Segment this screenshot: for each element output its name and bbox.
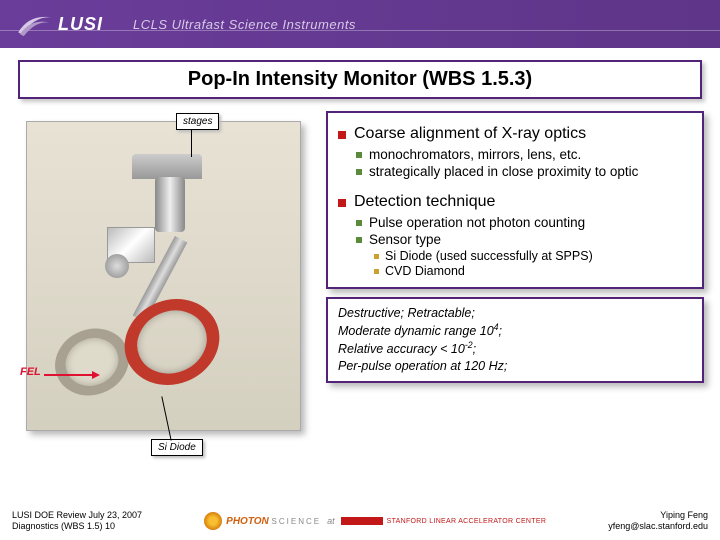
footer-left: LUSI DOE Review July 23, 2007 Diagnostic… [12,510,142,532]
slide-title-box: Pop-In Intensity Monitor (WBS 1.5.3) [18,60,702,99]
slac-bar-icon [341,517,383,525]
author-name: Yiping Feng [608,510,708,521]
bullet3-icon [374,254,379,259]
bullet2-icon [356,220,362,226]
note-line: Relative accuracy < 10-2; [338,340,692,358]
device-cylinder [155,177,185,232]
bullet-text: Detection technique [354,193,495,211]
image-panel: stages Si Diode FEL [16,111,316,431]
ps-text: PHOTON SCIENCE [226,516,321,527]
slac-text: STANFORD LINEAR ACCELERATOR CENTER [387,518,547,525]
bullet-text: Pulse operation not photon counting [369,215,585,230]
bullet-text: Coarse alignment of X-ray optics [354,125,586,143]
bullet2-icon [356,169,362,175]
slide-title: Pop-In Intensity Monitor (WBS 1.5.3) [188,68,532,90]
sun-icon [204,512,222,530]
bullet3-icon [374,269,379,274]
bullet-level3: Si Diode (used successfully at SPPS) [374,249,692,263]
bullet-level2: Sensor type [356,232,692,247]
bullet-level2: strategically placed in close proximity … [356,164,692,179]
bullet-level3: CVD Diamond [374,264,692,278]
note-line: Moderate dynamic range 104; [338,322,692,340]
logo: LUSI [16,10,103,38]
bullet-text: strategically placed in close proximity … [369,164,638,179]
ps-brand1: PHOTON [226,516,269,527]
header-divider [0,30,720,31]
note-line: Per-pulse operation at 120 Hz; [338,358,692,375]
bullet-level1: Coarse alignment of X-ray optics [338,125,692,143]
photon-science-logo: PHOTON SCIENCE [204,512,321,530]
device-ring-red [108,286,235,397]
bullet-box: Coarse alignment of X-ray optics monochr… [326,111,704,289]
bullet2-icon [356,237,362,243]
fel-arrow-icon [44,374,94,376]
bullet-level2: monochromators, mirrors, lens, etc. [356,147,692,162]
slac-logo: STANFORD LINEAR ACCELERATOR CENTER [341,517,547,525]
ps-brand2: SCIENCE [272,517,322,526]
footer: LUSI DOE Review July 23, 2007 Diagnostic… [0,502,720,540]
footer-right: Yiping Feng yfeng@slac.stanford.edu [608,510,708,532]
content-area: stages Si Diode FEL Coarse alignment of … [0,107,720,431]
device-knob [105,254,129,278]
bullet-text: Sensor type [369,232,441,247]
note-text: ; [473,342,476,356]
note-box: Destructive; Retractable; Moderate dynam… [326,297,704,383]
device-top [132,154,202,179]
fel-label: FEL [20,366,41,378]
callout-si-diode: Si Diode [151,439,203,456]
note-line: Destructive; Retractable; [338,305,692,322]
spacer [338,181,692,189]
device-rendering [26,121,301,431]
footer-center: PHOTON SCIENCE at STANFORD LINEAR ACCELE… [204,512,546,530]
footer-left-l2: Diagnostics (WBS 1.5) 10 [12,521,142,532]
note-text: ; [499,324,502,338]
logo-swoosh-icon [16,10,54,38]
bullet-level2: Pulse operation not photon counting [356,215,692,230]
bullet-text: CVD Diamond [385,264,465,278]
author-email: yfeng@slac.stanford.edu [608,521,708,532]
footer-left-l1: LUSI DOE Review July 23, 2007 [12,510,142,521]
text-panel: Coarse alignment of X-ray optics monochr… [326,111,704,431]
bullet-text: Si Diode (used successfully at SPPS) [385,249,593,263]
note-text: Moderate dynamic range 10 [338,324,494,338]
logo-text: LUSI [58,14,103,35]
callout-line-stages [191,129,192,157]
bullet-level1: Detection technique [338,193,692,211]
note-text: Relative accuracy < 10 [338,342,465,356]
bullet1-icon [338,199,346,207]
note-sup: -2 [465,340,473,350]
footer-at: at [327,516,335,526]
bullet-text: monochromators, mirrors, lens, etc. [369,147,581,162]
callout-stages: stages [176,113,219,130]
bullet1-icon [338,131,346,139]
bullet2-icon [356,152,362,158]
header-bar: LUSI LCLS Ultrafast Science Instruments [0,0,720,48]
